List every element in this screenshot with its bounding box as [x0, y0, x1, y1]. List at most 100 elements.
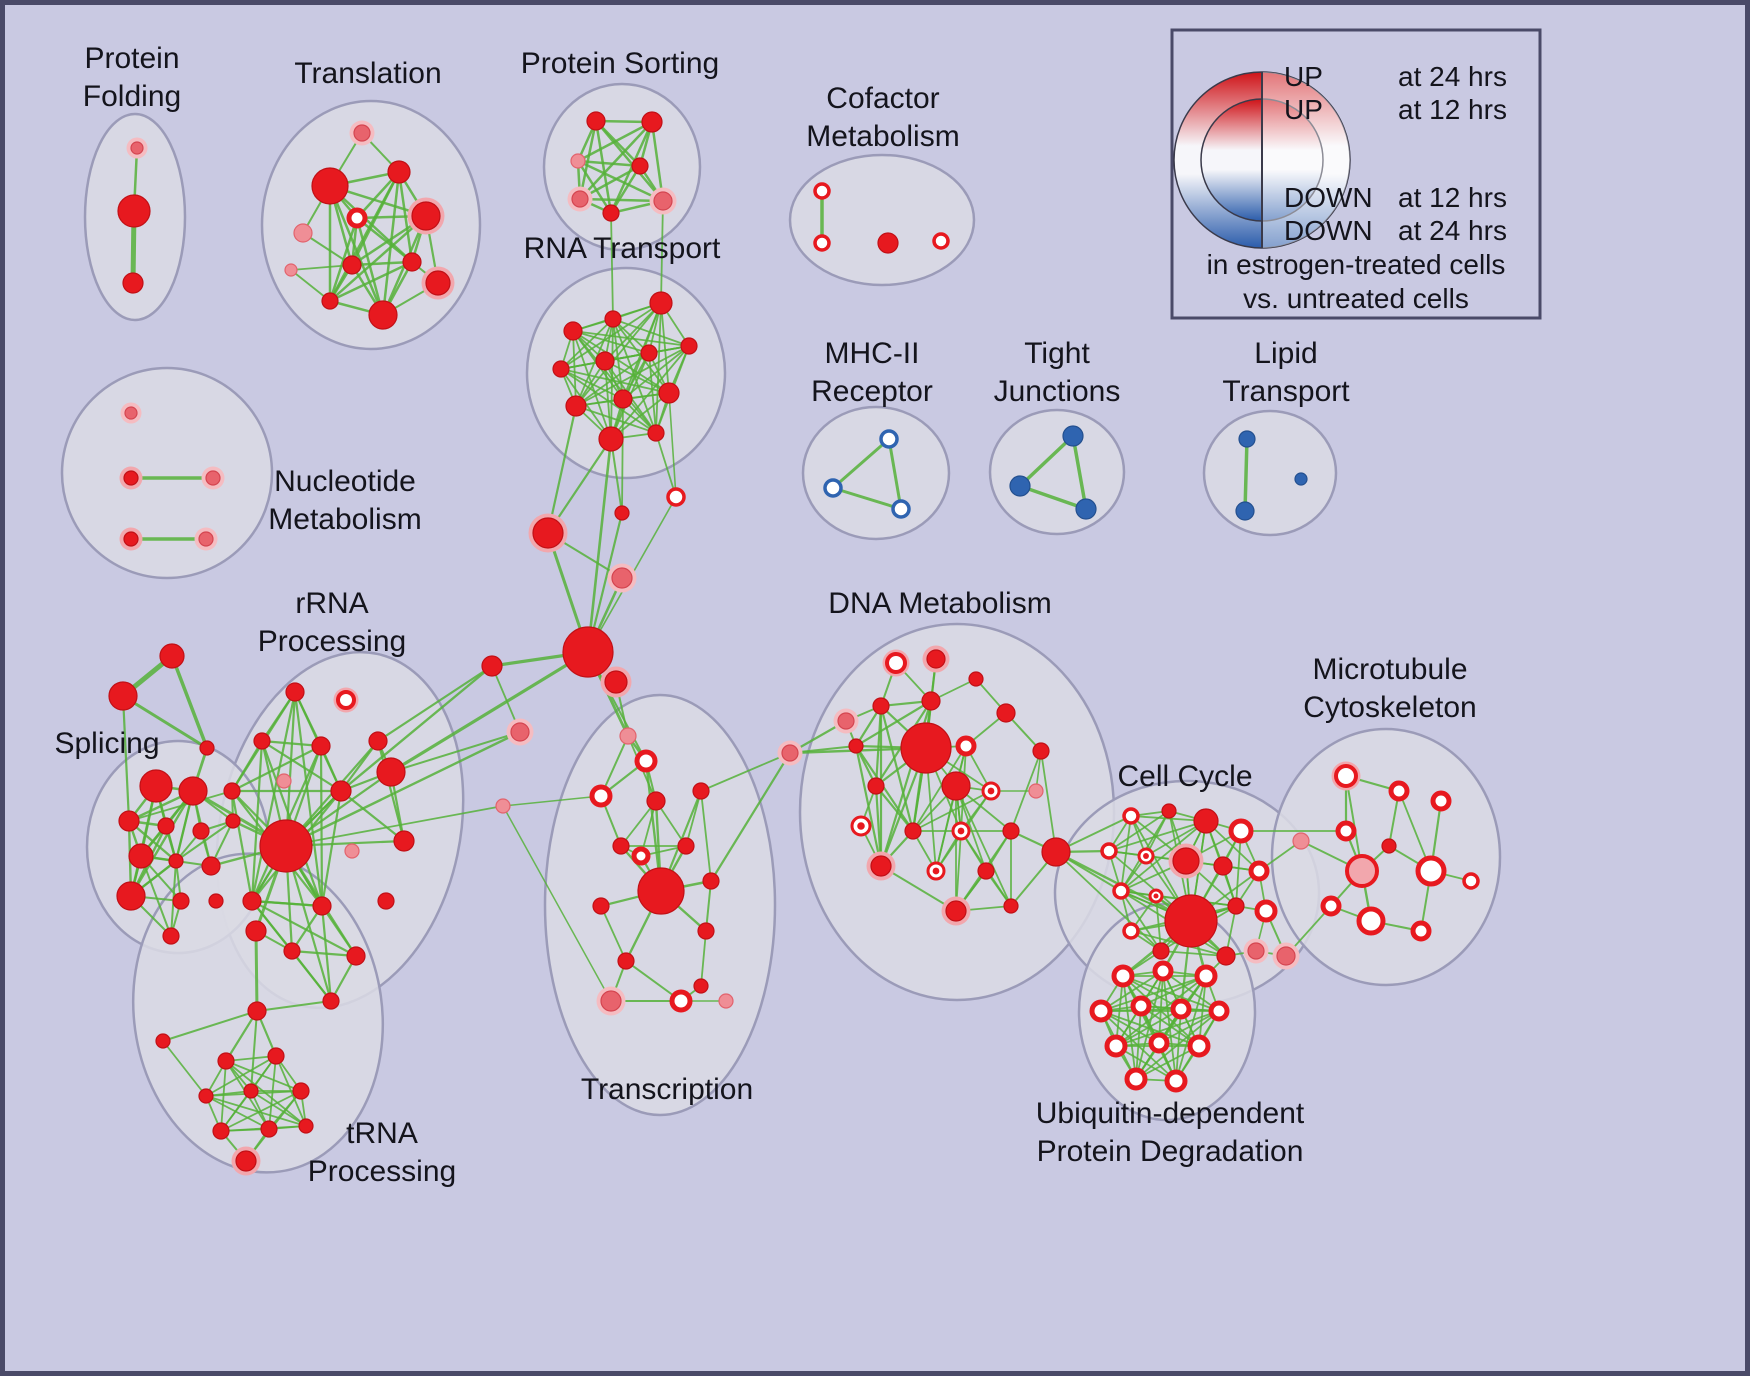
gene-node — [1164, 894, 1218, 948]
cluster-label-ubiquitin-degradation: Protein Degradation — [1037, 1135, 1304, 1168]
cluster-label-protein-sorting: Protein Sorting — [521, 47, 719, 80]
gene-node — [1009, 475, 1031, 497]
edge — [121, 694, 131, 823]
node-dot — [932, 867, 940, 875]
edge — [660, 302, 670, 394]
gene-node — [1104, 1034, 1128, 1058]
edge — [1040, 750, 1057, 853]
edge — [1140, 975, 1207, 1007]
cluster-label-lipid-transport: Lipid — [1254, 337, 1317, 370]
gene-node — [481, 655, 503, 677]
gene-node — [116, 881, 146, 911]
gene-node — [602, 204, 620, 222]
gene-node — [293, 223, 313, 243]
edge — [230, 789, 254, 903]
edge — [586, 437, 613, 654]
edge — [912, 790, 992, 832]
gene-node — [848, 738, 864, 754]
legend-time-1: at 12 hrs — [1398, 94, 1507, 125]
edge — [700, 930, 707, 987]
edge — [655, 432, 677, 498]
gene-node — [968, 671, 984, 687]
gene-node — [199, 740, 215, 756]
cluster-label-dna-metabolism: DNA Metabolism — [828, 587, 1051, 620]
gene-node — [666, 487, 686, 507]
legend-time-2: at 12 hrs — [1398, 182, 1507, 213]
edge — [578, 119, 598, 201]
gene-node — [692, 782, 710, 800]
edge — [355, 216, 414, 264]
edge — [1120, 820, 1207, 892]
edge — [709, 751, 792, 883]
gene-node — [653, 191, 673, 211]
gene-node — [617, 952, 635, 970]
gene-node — [885, 652, 907, 674]
edge — [1100, 975, 1207, 1012]
edge — [1135, 1045, 1200, 1080]
edge — [1155, 895, 1162, 952]
gene-node — [613, 389, 633, 409]
edge — [887, 437, 903, 511]
cluster-label-tight-junctions: Junctions — [994, 375, 1121, 408]
edge — [1108, 810, 1170, 852]
edge — [604, 302, 662, 362]
gene-node — [872, 697, 890, 715]
edge — [129, 789, 195, 898]
gene-node — [1335, 820, 1357, 842]
edge — [831, 437, 891, 490]
edge — [912, 745, 967, 832]
cluster-label-rrna-processing: rRNA — [295, 587, 368, 620]
edge — [610, 345, 690, 440]
edge — [389, 650, 590, 774]
gene-node — [495, 798, 511, 814]
edge — [610, 212, 614, 320]
edge — [1162, 970, 1220, 1012]
gene-node — [823, 478, 843, 498]
cluster-label-tight-junctions: Tight — [1024, 337, 1090, 370]
node-dot — [987, 787, 995, 795]
edge — [1108, 820, 1207, 852]
gene-node — [563, 321, 583, 341]
gene-node — [242, 891, 262, 911]
gene-node — [108, 681, 138, 711]
gene-node — [1062, 425, 1084, 447]
gene-node — [565, 395, 587, 417]
gene-node — [570, 153, 586, 169]
gene-node — [614, 505, 630, 521]
edge — [290, 264, 353, 271]
edge — [610, 302, 662, 440]
gene-node — [311, 167, 349, 205]
node-dot — [1143, 853, 1149, 859]
edge — [250, 1010, 258, 1092]
edge — [578, 120, 654, 201]
edge — [854, 744, 915, 833]
gene-node — [117, 194, 151, 228]
gene-node — [217, 1052, 235, 1070]
gene-node — [155, 1033, 171, 1049]
legend-direction-3: DOWN — [1284, 215, 1373, 246]
cluster-ellipse-dna-metabolism — [798, 622, 1116, 1002]
gene-node — [647, 424, 665, 442]
gene-node — [571, 190, 589, 208]
gene-node — [1430, 790, 1452, 812]
gene-node — [600, 990, 622, 1012]
gene-node — [1003, 898, 1019, 914]
edge — [162, 1010, 258, 1042]
edge — [390, 731, 521, 773]
gene-node — [634, 749, 658, 773]
gene-node — [813, 234, 831, 252]
edge — [1071, 434, 1088, 511]
gene-node — [298, 1118, 314, 1134]
gene-node — [1381, 838, 1397, 854]
gene-node — [377, 892, 395, 910]
gene-node — [201, 856, 221, 876]
gene-node — [122, 272, 144, 294]
edge — [302, 232, 353, 266]
gene-node — [640, 344, 658, 362]
edge — [604, 360, 670, 394]
edge — [1115, 1010, 1220, 1047]
edge — [1018, 484, 1088, 511]
edge — [594, 119, 665, 203]
gene-node — [619, 727, 637, 745]
node-dot — [1153, 893, 1159, 899]
